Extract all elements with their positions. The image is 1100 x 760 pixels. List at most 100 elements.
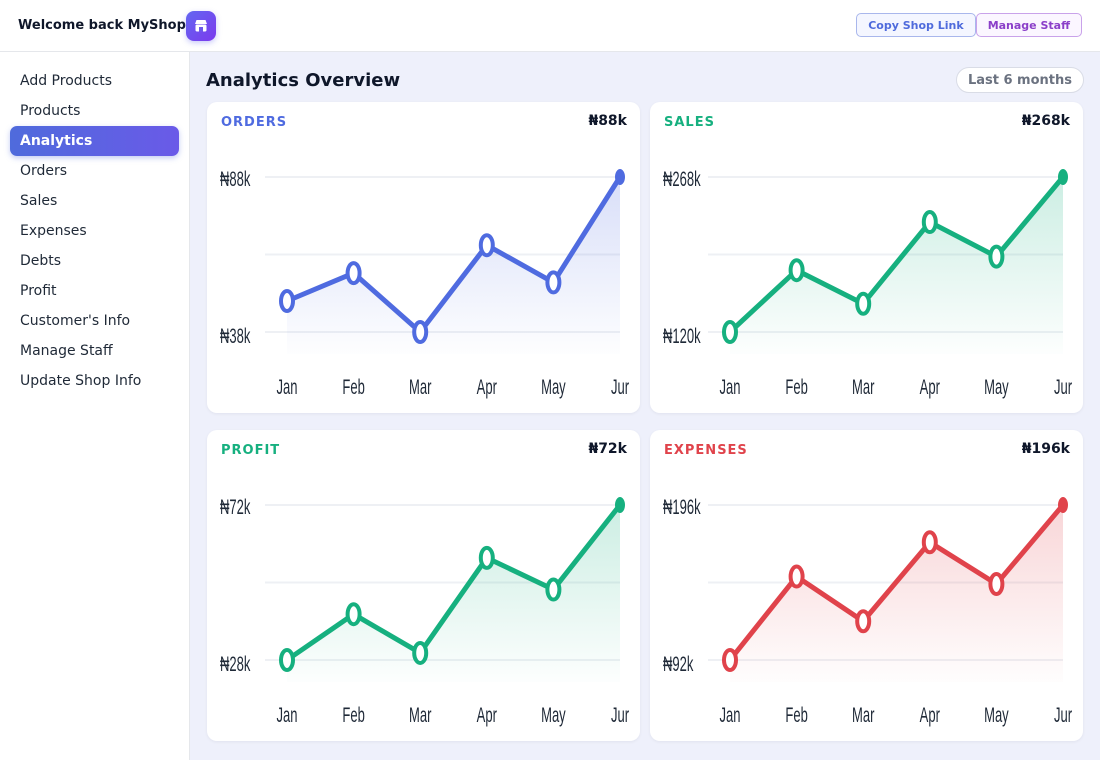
x-tick-label: Mar [852, 375, 875, 399]
x-tick-label: Apr [920, 375, 940, 399]
y-tick-label: ₦88k [220, 167, 251, 191]
data-point [1058, 497, 1068, 513]
data-point [855, 609, 872, 634]
data-point [279, 289, 295, 313]
top-actions: Copy Shop Link Manage Staff [856, 13, 1082, 37]
manage-staff-button[interactable]: Manage Staff [975, 13, 1082, 37]
y-tick-label: ₦196k [663, 495, 701, 519]
data-point [545, 577, 562, 602]
copy-shop-link-button[interactable]: Copy Shop Link [856, 13, 976, 37]
data-point [788, 258, 805, 283]
data-point [615, 497, 625, 513]
series-line [727, 174, 1066, 335]
sales-card: SALES ₦268k ₦268k ₦120k Jan Feb Mar Apr May Jur [650, 102, 1083, 413]
welcome-title: Welcome back MyShop [18, 18, 186, 33]
data-point [412, 320, 429, 344]
profit-line-chart: ₦72k ₦28k Jan Feb Mar Apr May Jur [220, 495, 629, 727]
data-point [545, 270, 562, 295]
sidebar-item-customers-info[interactable]: Customer's Info [20, 313, 131, 329]
x-tick-label: Feb [342, 375, 364, 399]
data-point [279, 648, 295, 672]
sidebar-item-manage-staff[interactable]: Manage Staff [20, 343, 113, 359]
data-point [478, 233, 495, 258]
date-range-selector[interactable]: Last 6 months [955, 67, 1084, 93]
card-title: EXPENSES [664, 443, 748, 458]
data-point [1058, 169, 1068, 185]
top-bar: Welcome back MyShop Copy Shop Link Manag… [0, 0, 1100, 52]
x-tick-label: Jur [611, 375, 629, 399]
y-tick-label: ₦28k [220, 652, 251, 676]
data-point [988, 571, 1005, 596]
series-line [284, 174, 623, 335]
data-point [788, 564, 805, 589]
card-total: ₦268k [1021, 113, 1070, 129]
sidebar-item-expenses[interactable]: Expenses [20, 223, 87, 239]
card-title: PROFIT [221, 443, 281, 458]
sidebar: Add Products Products Analytics Orders S… [0, 52, 190, 760]
x-tick-label: Jan [277, 375, 298, 399]
series-area [287, 177, 620, 354]
x-tick-label: Feb [785, 703, 807, 727]
expenses-card: EXPENSES ₦196k ₦196k ₦92k Jan Feb Mar Apr May J… [650, 430, 1083, 741]
x-tick-label: May [984, 375, 1009, 399]
x-tick-label: Apr [920, 703, 940, 727]
expenses-line-chart: ₦196k ₦92k Jan Feb Mar Apr May Jur [663, 495, 1072, 727]
card-total: ₦88k [588, 113, 627, 129]
data-point [478, 545, 495, 570]
sidebar-item-update-shop-info[interactable]: Update Shop Info [20, 373, 142, 389]
y-tick-label: ₦38k [220, 324, 251, 348]
series-area [730, 505, 1063, 682]
sidebar-item-sales[interactable]: Sales [20, 193, 58, 209]
y-tick-label: ₦120k [663, 324, 701, 348]
x-tick-label: Jur [1054, 703, 1072, 727]
sidebar-item-orders[interactable]: Orders [20, 163, 68, 179]
page-title: Analytics Overview [206, 70, 401, 91]
data-point [615, 169, 625, 185]
card-title: ORDERS [221, 115, 288, 130]
x-tick-label: May [541, 375, 566, 399]
sidebar-item-products[interactable]: Products [20, 103, 81, 119]
x-tick-label: Mar [852, 703, 875, 727]
x-tick-label: Feb [785, 375, 807, 399]
card-total: ₦72k [588, 441, 627, 457]
data-point [345, 602, 362, 627]
series-area [287, 505, 620, 682]
x-tick-label: Mar [409, 375, 432, 399]
x-tick-label: Jan [277, 703, 298, 727]
data-point [722, 648, 738, 672]
sidebar-item-debts[interactable]: Debts [20, 253, 62, 269]
x-tick-label: May [984, 703, 1009, 727]
x-tick-label: Mar [409, 703, 432, 727]
data-point [921, 530, 938, 555]
orders-card: ORDERS ₦88k ₦88k ₦38k Jan Feb Mar Apr May Jur [207, 102, 640, 413]
data-point [722, 320, 738, 344]
series-line [727, 502, 1066, 663]
data-point [412, 640, 429, 665]
sidebar-item-add-products[interactable]: Add Products [20, 73, 113, 89]
sales-line-chart: ₦268k ₦120k Jan Feb Mar Apr May Jur [663, 167, 1072, 399]
y-tick-label: ₦92k [663, 652, 694, 676]
data-point [345, 261, 362, 286]
sidebar-item-analytics[interactable]: Analytics [10, 126, 179, 156]
y-tick-label: ₦268k [663, 167, 701, 191]
x-tick-label: Jur [611, 703, 629, 727]
card-title: SALES [664, 115, 715, 130]
x-tick-label: Apr [477, 375, 497, 399]
sidebar-item-profit[interactable]: Profit [20, 283, 57, 299]
x-tick-label: Jan [720, 375, 741, 399]
data-point [988, 244, 1005, 269]
x-tick-label: Feb [342, 703, 364, 727]
orders-line-chart: ₦88k ₦38k Jan Feb Mar Apr May Jur [220, 167, 629, 399]
series-line [284, 502, 623, 663]
card-total: ₦196k [1021, 441, 1070, 457]
shop-icon [185, 10, 216, 41]
main-content: Analytics Overview Last 6 months ORDERS … [190, 52, 1100, 760]
x-tick-label: Jan [720, 703, 741, 727]
y-tick-label: ₦72k [220, 495, 251, 519]
data-point [921, 210, 938, 235]
profit-card: PROFIT ₦72k ₦72k ₦28k Jan Feb Mar Apr May Jur [207, 430, 640, 741]
x-tick-label: May [541, 703, 566, 727]
data-point [855, 291, 872, 316]
x-tick-label: Apr [477, 703, 497, 727]
x-tick-label: Jur [1054, 375, 1072, 399]
